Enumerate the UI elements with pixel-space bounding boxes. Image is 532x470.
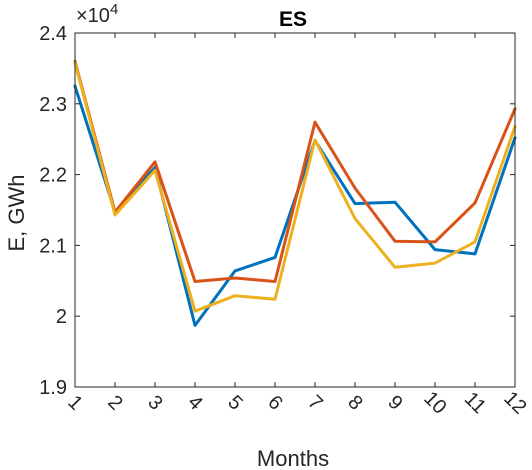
y-axis-title: E, GWh bbox=[4, 174, 29, 251]
axes-layer bbox=[74, 32, 516, 388]
y-axis-exponent-base: ×10 bbox=[76, 5, 110, 27]
series-line-3 bbox=[73, 61, 517, 313]
y-tick-label: 2.2 bbox=[39, 165, 67, 187]
x-tick-label: 6 bbox=[263, 391, 286, 414]
x-axis-title: Months bbox=[257, 446, 329, 470]
y-axis-exponent: ×104 bbox=[76, 1, 118, 27]
x-tick-label: 7 bbox=[303, 391, 326, 414]
x-tick-label: 8 bbox=[343, 391, 366, 414]
chart-title: ES bbox=[279, 8, 307, 31]
y-axis-exponent-power: 4 bbox=[110, 1, 118, 18]
x-tick-label: 11 bbox=[460, 388, 490, 418]
plot-area bbox=[75, 33, 515, 387]
x-tick-label: 2 bbox=[103, 391, 126, 414]
series-layer bbox=[73, 59, 517, 327]
x-tick-label: 4 bbox=[183, 391, 206, 414]
y-tick-label: 2.4 bbox=[39, 23, 67, 45]
x-tick-label: 12 bbox=[499, 387, 530, 418]
y-tick-label: 1.9 bbox=[39, 377, 67, 399]
x-tick-label: 3 bbox=[143, 391, 166, 414]
y-tick-label: 2.1 bbox=[39, 235, 67, 257]
series-line-2 bbox=[73, 59, 517, 283]
x-tick-label: 9 bbox=[383, 391, 406, 414]
axes-box bbox=[74, 32, 516, 388]
x-tick-label: 5 bbox=[223, 391, 246, 414]
y-tick-label: 2 bbox=[56, 306, 67, 328]
y-tick-label: 2.3 bbox=[39, 94, 67, 116]
x-tick-label: 10 bbox=[419, 387, 450, 418]
plot-background bbox=[75, 33, 515, 387]
